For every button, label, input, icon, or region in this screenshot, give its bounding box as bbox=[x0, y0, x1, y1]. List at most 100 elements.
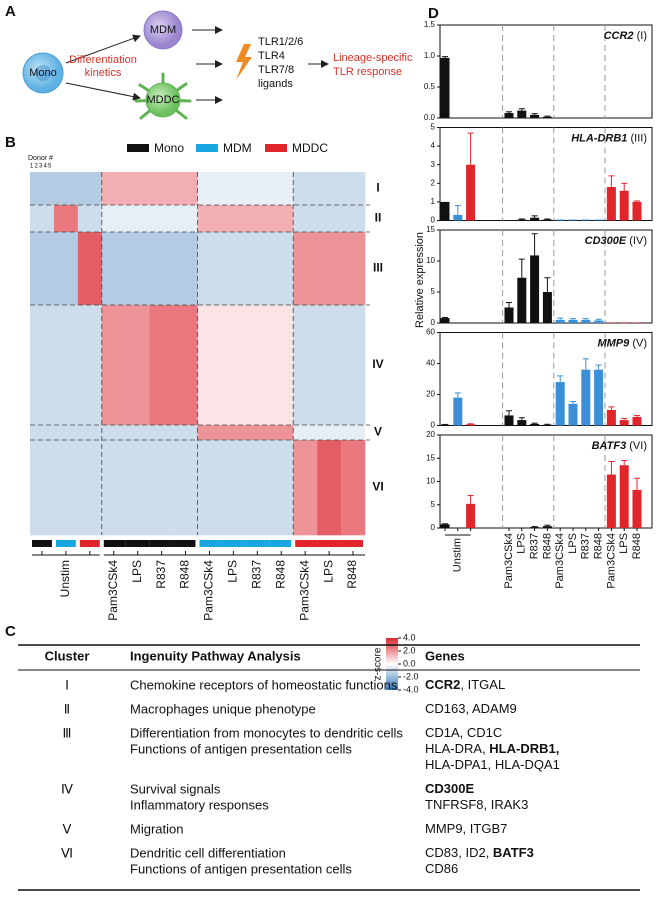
heatmap-cell bbox=[125, 232, 150, 306]
bar bbox=[594, 219, 604, 221]
lightning-icon bbox=[236, 44, 252, 80]
bar bbox=[568, 319, 578, 323]
heatmap-cell bbox=[125, 440, 150, 536]
group-strip bbox=[221, 540, 246, 547]
x-tick-label: R848 bbox=[631, 533, 643, 559]
heatmap-cell bbox=[77, 232, 103, 306]
bar bbox=[440, 318, 450, 323]
heatmap-cell bbox=[293, 425, 318, 441]
table-cluster: Ⅰ bbox=[65, 677, 69, 692]
gene-text: CD163, ADAM9 bbox=[425, 701, 517, 716]
bar bbox=[466, 503, 476, 528]
cluster-name: (I) bbox=[637, 30, 647, 42]
x-tick-label: R837 bbox=[154, 560, 168, 589]
gene-text: HLA-DPA1, HLA-DQA1 bbox=[425, 757, 560, 772]
table-genes: HLA-DPA1, HLA-DQA1 bbox=[425, 757, 560, 772]
gene-text: HLA-DRB1, bbox=[489, 741, 559, 756]
table-pathway: Functions of antigen presentation cells bbox=[130, 741, 352, 756]
table-pathway: Functions of antigen presentation cells bbox=[130, 861, 352, 876]
table-cluster: Ⅲ bbox=[63, 725, 72, 740]
donor-number: 1 bbox=[30, 164, 34, 170]
legend-swatch bbox=[265, 144, 287, 152]
x-tick-label: Unstim bbox=[452, 538, 464, 572]
heatmap-cell bbox=[341, 305, 366, 426]
bar bbox=[619, 190, 629, 221]
table-pathway: Macrophages unique phenotype bbox=[130, 701, 316, 716]
cluster-name: (VI) bbox=[629, 440, 647, 452]
heatmap-cell bbox=[269, 425, 294, 441]
bar bbox=[440, 201, 450, 221]
heatmap-cell bbox=[101, 440, 127, 536]
heatmap-cell bbox=[341, 205, 366, 233]
panel-title: CD300E (IV) bbox=[585, 235, 647, 247]
x-tick-label: R848 bbox=[541, 533, 553, 559]
bar bbox=[542, 219, 552, 221]
group-strip bbox=[199, 540, 222, 547]
bar bbox=[530, 255, 540, 323]
table-pathway: Migration bbox=[130, 821, 183, 836]
bar bbox=[581, 219, 591, 221]
heatmap-cell bbox=[269, 305, 294, 426]
y-tick-label: 20 bbox=[426, 430, 435, 439]
heatmap-cell bbox=[77, 425, 103, 441]
cluster-label: IV bbox=[372, 357, 383, 371]
bar bbox=[517, 420, 527, 426]
heatmap-cell bbox=[173, 425, 198, 441]
heatmap-cell bbox=[53, 172, 79, 206]
x-tick-label: R848 bbox=[345, 560, 359, 589]
bar bbox=[517, 277, 527, 323]
response-label: Lineage-specific bbox=[333, 52, 413, 64]
bar bbox=[440, 524, 450, 528]
y-tick-label: 2 bbox=[431, 178, 436, 187]
cell-label: MDDC bbox=[147, 94, 180, 106]
table-genes: MMP9, ITGB7 bbox=[425, 821, 507, 836]
bar bbox=[542, 424, 552, 426]
heatmap-cell bbox=[221, 232, 246, 306]
gene-text: CD86 bbox=[425, 861, 458, 876]
heatmap-cell bbox=[149, 425, 174, 441]
ligand-label: TLR7/8 bbox=[258, 64, 294, 76]
colorbar-label: 2.0 bbox=[403, 645, 416, 655]
y-tick-label: 15 bbox=[426, 225, 435, 234]
cluster-label: VI bbox=[372, 480, 383, 494]
legend-label: Mono bbox=[154, 141, 184, 155]
group-strip bbox=[103, 540, 126, 547]
table-genes: CD300E bbox=[425, 781, 474, 796]
group-strip bbox=[341, 540, 363, 547]
bar bbox=[542, 526, 552, 528]
y-tick-label: 1 bbox=[431, 197, 436, 206]
heatmap-cell bbox=[149, 205, 174, 233]
gene-text: HLA-DRA, bbox=[425, 741, 489, 756]
y-tick-label: 15 bbox=[426, 453, 435, 462]
x-tick-label: LPS bbox=[567, 533, 579, 554]
heatmap-cell bbox=[173, 172, 198, 206]
y-tick-label: 4 bbox=[431, 141, 436, 150]
heatmap-cell bbox=[197, 440, 222, 536]
heatmap-cell bbox=[197, 172, 222, 206]
bar bbox=[555, 382, 565, 426]
y-tick-label: 40 bbox=[426, 359, 435, 368]
heatmap-cell bbox=[341, 425, 366, 441]
table-cluster: Ⅵ bbox=[61, 845, 73, 860]
response-label: TLR response bbox=[333, 66, 402, 78]
heatmap-cell bbox=[341, 232, 366, 306]
heatmap-cell bbox=[245, 232, 270, 306]
table-pathway: Inflammatory responses bbox=[130, 797, 269, 812]
bar bbox=[453, 397, 463, 426]
table-header: Ingenuity Pathway Analysis bbox=[130, 648, 301, 663]
heatmap-cell bbox=[125, 425, 150, 441]
heatmap-cell bbox=[149, 172, 174, 206]
heatmap-cell bbox=[77, 205, 103, 233]
heatmap-cell bbox=[269, 232, 294, 306]
group-strip bbox=[125, 540, 150, 547]
x-tick-label: Pam3CSk4 bbox=[554, 533, 566, 589]
bar bbox=[619, 465, 629, 528]
gene-text: BATF3 bbox=[493, 845, 534, 860]
heatmap-cell bbox=[245, 305, 270, 426]
bar bbox=[606, 322, 616, 323]
colorbar-label: 4.0 bbox=[403, 632, 416, 642]
bar bbox=[568, 219, 578, 221]
x-tick-label: LPS bbox=[618, 533, 630, 554]
x-tick-label: R848 bbox=[178, 560, 192, 589]
bar bbox=[555, 219, 565, 221]
